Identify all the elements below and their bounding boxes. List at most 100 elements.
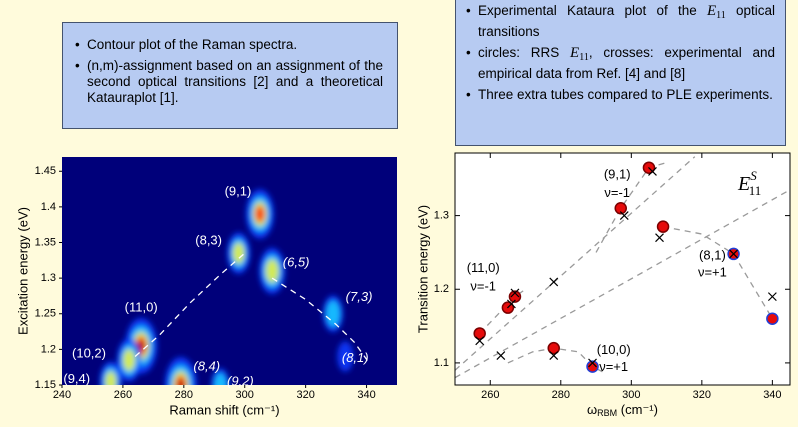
- annotation: ν=+1: [599, 359, 628, 374]
- peak: [178, 380, 184, 390]
- y-tick-label: 1.15: [35, 379, 56, 391]
- x-tick-label: 260: [114, 389, 132, 401]
- peak: [253, 202, 267, 227]
- rrs-point: [548, 343, 559, 354]
- peak: [323, 295, 343, 332]
- peak: [263, 254, 282, 287]
- peak: [169, 365, 192, 405]
- peak: [246, 189, 274, 239]
- plot-area: [455, 153, 790, 385]
- x-axis-label-part: (cm⁻¹): [617, 402, 658, 417]
- peak-label: (6,5): [283, 254, 310, 269]
- x-axis-label-part: ω: [587, 402, 597, 417]
- reference-cross: [730, 250, 738, 258]
- reference-cross: [656, 234, 664, 242]
- bullet-text: Experimental Kataura plot of the: [478, 3, 707, 18]
- bullet-text: (n,m)-assignment based on an assignment …: [87, 58, 383, 105]
- peak-label: (8,1): [342, 350, 369, 365]
- heatmap: [100, 189, 354, 413]
- rrs-point: [658, 221, 669, 232]
- x-tick-label: 260: [481, 389, 499, 401]
- peak: [133, 332, 149, 360]
- x-axis-label: Raman shift (cm⁻¹): [169, 402, 279, 417]
- reference-cross: [497, 352, 505, 360]
- guide-curve: [596, 163, 667, 253]
- y-tick-label: 1.25: [35, 308, 56, 320]
- peak: [100, 361, 122, 401]
- annotation: (10,0): [597, 342, 631, 357]
- guide-curve: [508, 348, 607, 374]
- reference-cross: [476, 337, 484, 345]
- reference-cross: [648, 167, 656, 175]
- peak: [250, 196, 270, 232]
- guide-curve: [272, 278, 369, 364]
- plot-frame: [455, 153, 790, 385]
- y-axis-label: Transition energy (eV): [415, 205, 430, 333]
- peak: [123, 349, 135, 371]
- bullet-text: Contour plot of the Raman spectra.: [87, 37, 297, 52]
- peak: [105, 371, 116, 391]
- reference-cross: [768, 293, 776, 301]
- peak: [326, 301, 340, 327]
- y-tick-label: 1.2: [434, 283, 449, 295]
- bullet: (n,m)-assignment based on an assignment …: [75, 58, 383, 106]
- superscript: S: [750, 168, 757, 183]
- peak: [230, 238, 247, 268]
- bullet: Experimental Kataura plot of the E11 opt…: [466, 3, 775, 40]
- x-tick-label: 280: [175, 389, 193, 401]
- left-text-box: Contour plot of the Raman spectra. (n,m)-…: [62, 22, 398, 129]
- x-tick-label: 340: [763, 389, 781, 401]
- bullet-list: Experimental Kataura plot of the E11 opt…: [466, 3, 775, 103]
- y-tick-label: 1.35: [35, 236, 56, 248]
- annotation: ν=-1: [604, 185, 630, 200]
- x-tick-label: 320: [693, 389, 711, 401]
- rrs-point: [643, 162, 654, 173]
- annotation: ν=+1: [698, 264, 727, 279]
- bullet-text: circles: RRS: [478, 45, 570, 60]
- peak: [125, 318, 157, 374]
- peak-label: (9,4): [63, 371, 90, 386]
- bullet-text: Three extra tubes compared to PLE experi…: [478, 87, 773, 102]
- rrs-point: [502, 302, 513, 313]
- x-tick-label: 300: [236, 389, 254, 401]
- reference-cross: [511, 289, 519, 297]
- guide-curve: [135, 253, 245, 356]
- peak: [165, 357, 197, 413]
- x-tick-label: 340: [357, 389, 375, 401]
- y-tick-label: 1.45: [35, 165, 56, 177]
- rrs-point: [474, 328, 485, 339]
- peak: [227, 232, 250, 274]
- peak: [175, 375, 186, 394]
- reference-cross: [589, 359, 597, 367]
- x-tick-label: 240: [53, 389, 71, 401]
- math-symbol: E: [707, 3, 716, 19]
- right-text-box: Experimental Kataura plot of the E11 opt…: [455, 0, 786, 146]
- rrs-point: [728, 248, 739, 259]
- y-tick-label: 1.4: [41, 201, 56, 213]
- rrs-point: [587, 361, 598, 372]
- peak: [337, 341, 353, 371]
- peak: [259, 248, 285, 294]
- x-axis-label: ωRBM (cm⁻¹): [587, 402, 658, 418]
- reference-cross: [507, 300, 515, 308]
- peak-label: (10,2): [72, 346, 106, 361]
- peak: [211, 368, 229, 402]
- guide-curve: [455, 190, 790, 378]
- math-subscript: 11: [579, 52, 589, 63]
- guide-curve: [663, 227, 772, 319]
- math-symbol: E: [570, 45, 579, 61]
- rrs-point: [509, 291, 520, 302]
- math-subscript: 11: [716, 10, 726, 21]
- peak-label: (9,2): [227, 373, 254, 388]
- y-tick-label: 1.3: [434, 210, 449, 222]
- peak: [136, 336, 147, 355]
- y-axis-label: Excitation energy (eV): [15, 207, 30, 335]
- y-tick-label: 1.3: [41, 272, 56, 284]
- x-tick-label: 280: [552, 389, 570, 401]
- peak: [120, 345, 137, 376]
- x-tick-label: 320: [296, 389, 314, 401]
- reference-cross: [550, 352, 558, 360]
- peak-label: (8,3): [195, 233, 222, 248]
- slide: Contour plot of the Raman spectra. (n,m)-…: [0, 0, 798, 427]
- y-tick-label: 1.1: [434, 357, 449, 369]
